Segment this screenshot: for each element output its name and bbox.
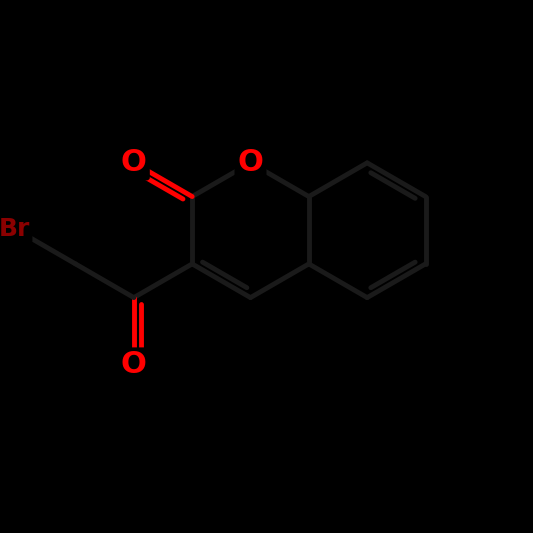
- Text: Br: Br: [0, 216, 30, 240]
- Text: O: O: [121, 148, 147, 177]
- Text: O: O: [121, 351, 147, 379]
- Text: O: O: [238, 148, 263, 177]
